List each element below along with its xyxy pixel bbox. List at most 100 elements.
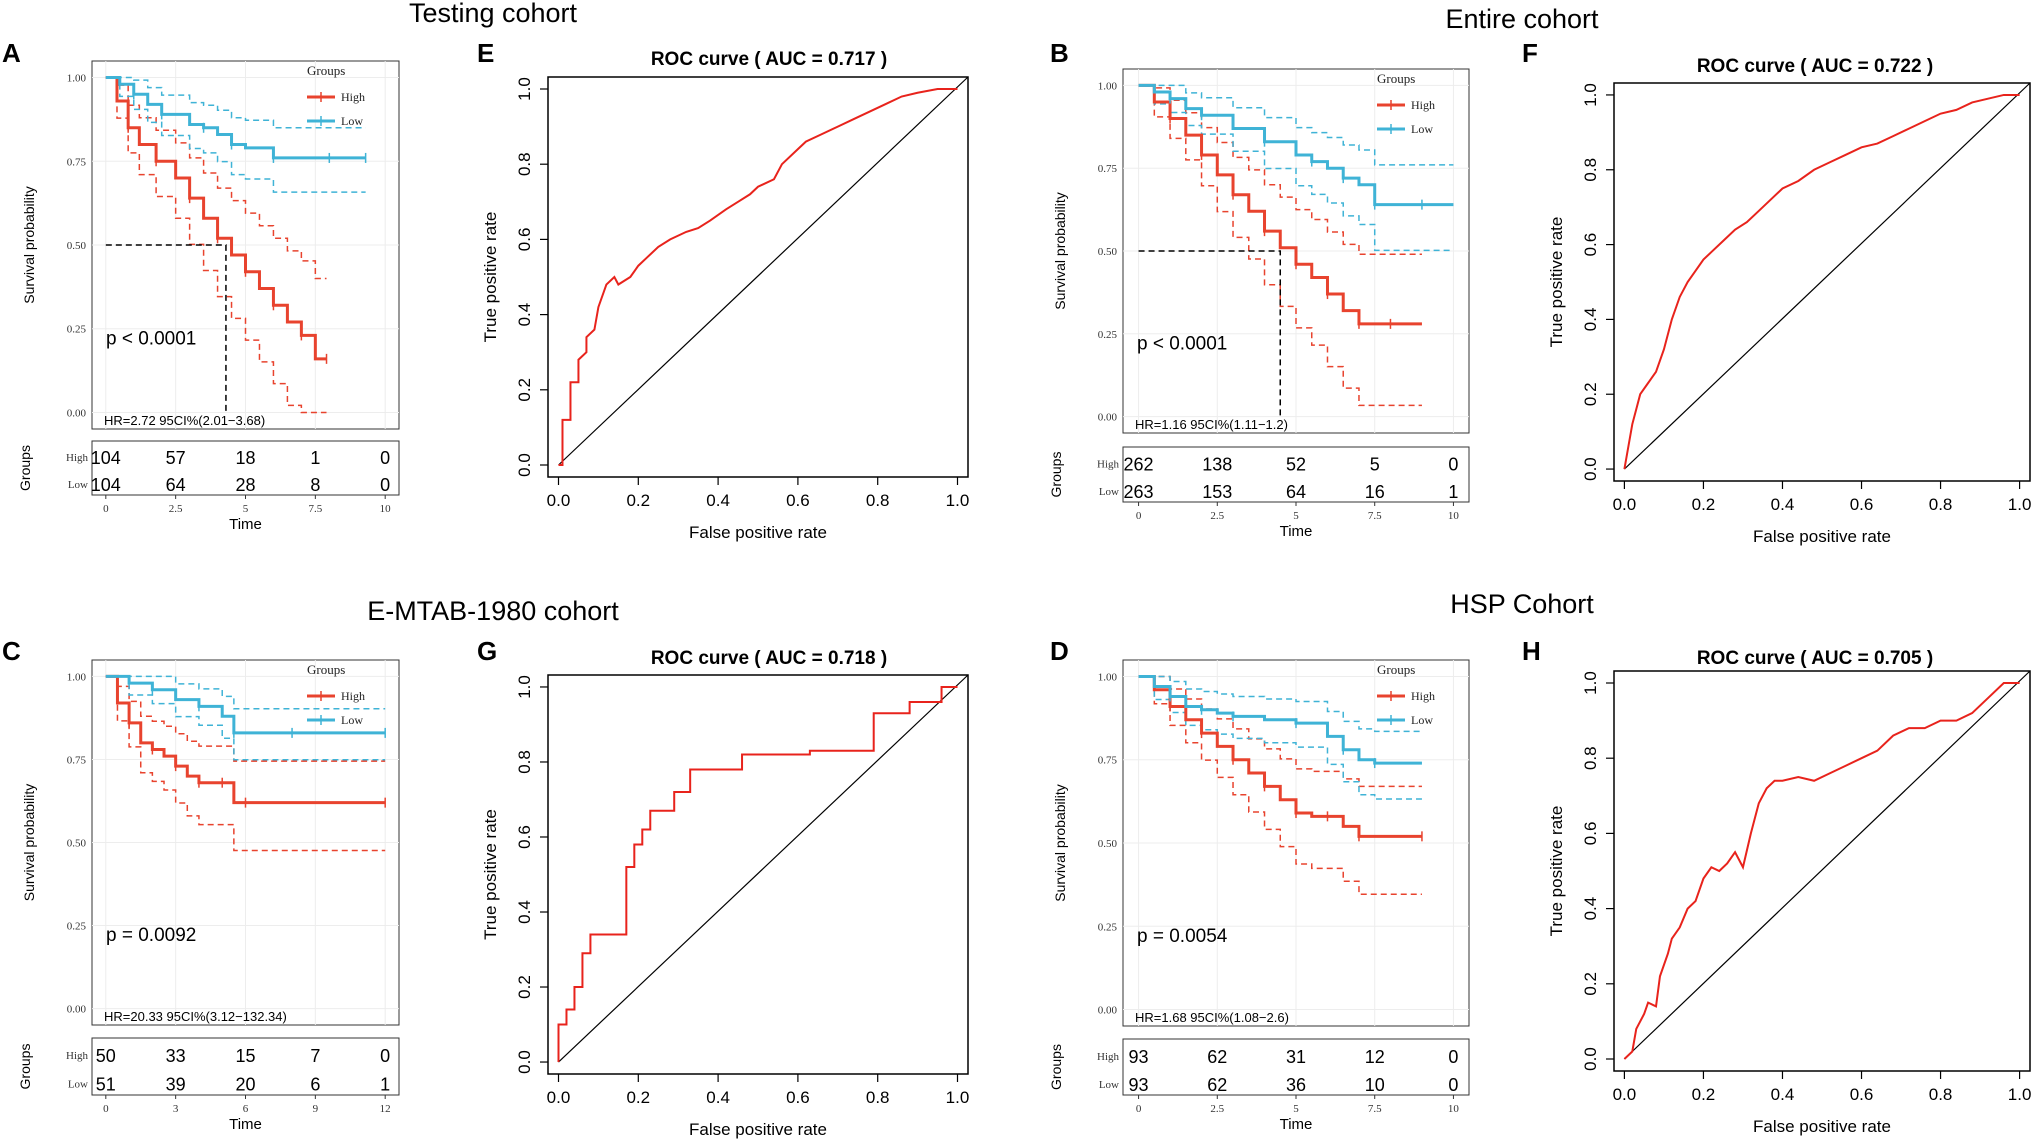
risk-x-tick-label: 7.5 (1368, 1103, 1382, 1115)
km-y-tick-label: 0.50 (67, 838, 87, 850)
risk-x-tick-label: 2.5 (1210, 510, 1224, 522)
roc-x-tick-label: 0.6 (786, 1088, 810, 1107)
roc-x-tick-label: 1.0 (946, 491, 970, 510)
roc-x-tick-label: 0.0 (547, 1088, 571, 1107)
roc-y-tick-label: 0.0 (515, 1050, 534, 1074)
roc-title: ROC curve ( AUC = 0.722 ) (1697, 56, 1933, 77)
risk-x-tick-label: 2.5 (169, 503, 183, 515)
risk-groups-label: Groups (17, 445, 33, 491)
roc-y-tick-label: 0.0 (1581, 1047, 1600, 1071)
km-p-value: p < 0.0001 (1137, 333, 1227, 354)
panel-letter-d: D (1050, 636, 1069, 666)
roc-x-axis-label: False positive rate (689, 1120, 827, 1139)
panel-letter-h: H (1522, 636, 1541, 666)
km-y-tick-label: 0.50 (1098, 838, 1118, 850)
roc-title: ROC curve ( AUC = 0.718 ) (651, 648, 887, 669)
risk-high-count: 93 (1129, 1047, 1149, 1067)
risk-groups-label: Groups (1048, 1044, 1064, 1090)
km-median-line (105, 244, 227, 413)
roc-y-tick-label: 1.0 (515, 77, 534, 101)
risk-low-count: 16 (1365, 482, 1385, 502)
risk-low-count: 64 (166, 475, 186, 495)
km-y-tick-label: 1.00 (1098, 671, 1118, 683)
risk-row-label-high: High (66, 1050, 89, 1062)
roc-y-tick-label: 0.8 (515, 750, 534, 774)
risk-x-tick-label: 10 (1448, 510, 1460, 522)
roc-x-tick-label: 0.2 (1692, 495, 1716, 514)
panel-letter-e: E (477, 38, 494, 68)
roc-y-tick-label: 0.0 (1581, 457, 1600, 481)
km-ci-upper-low (105, 675, 386, 710)
risk-x-tick-label: 7.5 (308, 503, 322, 515)
roc-x-tick-label: 0.2 (626, 1088, 650, 1107)
roc-y-tick-label: 0.4 (1581, 897, 1600, 921)
roc-y-tick-label: 0.6 (1581, 233, 1600, 257)
risk-high-count: 15 (235, 1046, 255, 1066)
km-curve-high (1138, 674, 1422, 838)
risk-table-frame (91, 1037, 400, 1096)
roc-x-tick-label: 0.6 (786, 491, 810, 510)
risk-low-count: 28 (235, 475, 255, 495)
roc-x-tick-label: 1.0 (2008, 1085, 2032, 1104)
risk-high-count: 262 (1124, 455, 1154, 475)
risk-x-tick-label: 5 (1293, 510, 1299, 522)
risk-row-label-low: Low (68, 479, 88, 491)
roc-x-tick-label: 0.6 (1850, 1085, 1874, 1104)
km-ci-lower-low (105, 76, 366, 193)
risk-low-count: 104 (91, 475, 121, 495)
km-y-tick-label: 1.00 (1098, 80, 1118, 92)
risk-low-count: 1 (380, 1075, 390, 1095)
roc-x-tick-label: 0.0 (1613, 1085, 1637, 1104)
risk-low-count: 93 (1129, 1075, 1149, 1095)
roc-y-axis-label: True positive rate (481, 212, 500, 343)
roc-y-axis-label: True positive rate (1547, 217, 1566, 348)
roc-x-tick-label: 0.8 (866, 1088, 890, 1107)
risk-table-frame (1122, 1038, 1470, 1096)
roc-diagonal (558, 76, 969, 466)
risk-row-label-high: High (1097, 1051, 1120, 1063)
km-panel-b: 0.00 0.25 0.50 0.75 1.00 Survival probability… (1048, 68, 1470, 540)
km-y-tick-label: 0.75 (67, 754, 87, 766)
risk-x-tick-label: 3 (173, 1103, 179, 1115)
risk-row-label-high: High (1097, 459, 1120, 471)
roc-x-tick-label: 0.2 (626, 491, 650, 510)
risk-high-count: 50 (96, 1046, 116, 1066)
km-hr-text: HR=2.72 95CI%(2.01−3.68) (104, 413, 265, 428)
roc-x-tick-label: 0.4 (1771, 495, 1795, 514)
km-curve-low (1138, 83, 1454, 207)
km-legend-title: Groups (1377, 71, 1415, 86)
km-y-axis-label: Survival probability (21, 784, 37, 902)
roc-x-tick-label: 0.8 (866, 491, 890, 510)
risk-low-count: 153 (1202, 482, 1232, 502)
risk-row-label-high: High (66, 452, 89, 464)
risk-high-count: 1 (310, 448, 320, 468)
roc-y-tick-label: 0.2 (1581, 382, 1600, 406)
risk-high-count: 31 (1286, 1047, 1306, 1067)
risk-low-count: 0 (380, 475, 390, 495)
km-panel-c: 0.00 0.25 0.50 0.75 1.00 Survival probability… (17, 659, 400, 1133)
km-legend-label-high: High (1411, 689, 1435, 703)
risk-row-label-low: Low (1099, 486, 1119, 498)
km-hr-text: HR=1.68 95CI%(1.08−2.6) (1135, 1010, 1289, 1025)
roc-x-tick-label: 0.0 (547, 491, 571, 510)
risk-x-tick-label: 0 (103, 503, 109, 515)
roc-y-axis-label: True positive rate (481, 809, 500, 940)
km-median-line (1138, 250, 1282, 417)
roc-y-tick-label: 1.0 (1581, 671, 1600, 695)
km-legend-label-low: Low (1411, 713, 1433, 727)
km-y-tick-label: 0.25 (1098, 921, 1118, 933)
cohort-title-hsp: HSP Cohort (1450, 589, 1594, 619)
roc-y-tick-label: 0.8 (1581, 746, 1600, 770)
km-ci-lower-low (1138, 675, 1422, 800)
km-y-tick-label: 0.75 (67, 156, 87, 168)
km-panel-d: 0.00 0.25 0.50 0.75 1.00 Survival probability… (1048, 659, 1470, 1133)
km-y-tick-label: 0.00 (67, 407, 87, 419)
roc-x-axis-label: False positive rate (689, 523, 827, 542)
risk-high-count: 7 (310, 1046, 320, 1066)
roc-x-tick-label: 0.8 (1929, 495, 1953, 514)
km-time-label: Time (1280, 1116, 1313, 1133)
km-ci-upper-low (1138, 675, 1422, 733)
risk-high-count: 0 (380, 1046, 390, 1066)
